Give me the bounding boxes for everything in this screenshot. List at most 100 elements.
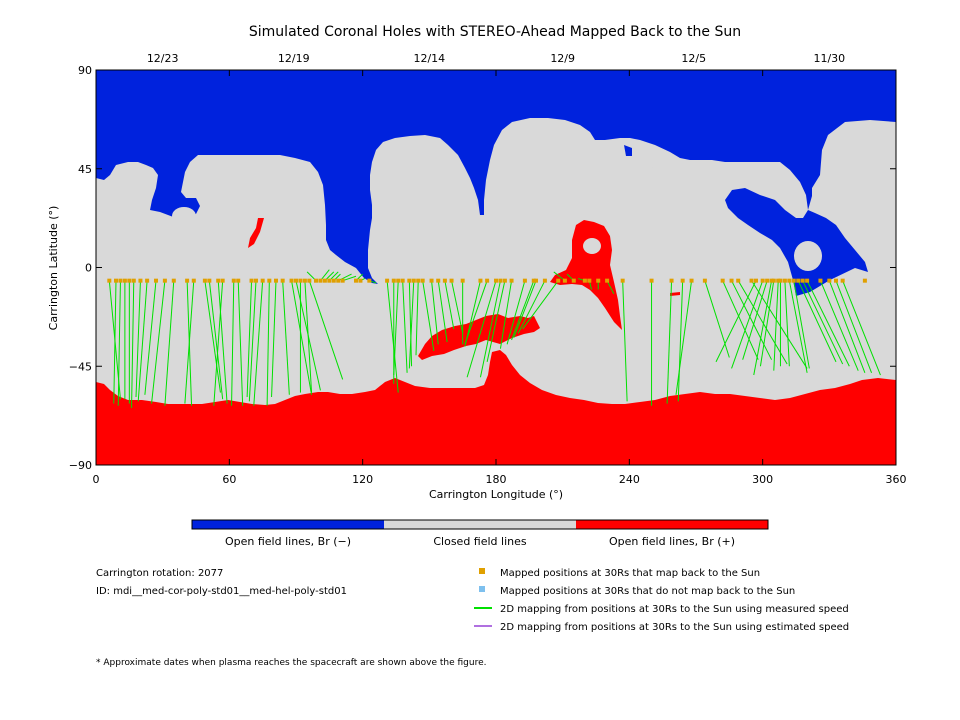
mapped-point bbox=[827, 278, 832, 283]
mapping-line bbox=[282, 280, 290, 395]
mapped-point bbox=[294, 278, 298, 283]
mapped-point bbox=[107, 278, 112, 283]
mapped-point bbox=[587, 278, 592, 283]
mapped-point bbox=[114, 278, 118, 283]
mapped-point bbox=[127, 278, 132, 283]
mapped-point bbox=[220, 278, 225, 283]
mapping-line bbox=[204, 280, 221, 393]
mapping-line bbox=[606, 280, 615, 295]
coronal-hole-extension-south bbox=[338, 232, 346, 244]
mapped-point bbox=[791, 278, 796, 283]
mapped-point bbox=[485, 278, 490, 283]
mapped-point bbox=[571, 278, 576, 283]
north-polar-coronal-hole bbox=[96, 70, 896, 296]
mapped-point bbox=[787, 278, 792, 283]
mapping-line bbox=[802, 280, 844, 365]
mapping-line bbox=[137, 280, 148, 402]
mapped-point bbox=[154, 278, 158, 283]
mapping-line bbox=[144, 280, 157, 395]
mapping-line bbox=[208, 280, 224, 400]
x-tick-label: 360 bbox=[886, 473, 907, 486]
color-bar-label-positive: Open field lines, Br (+) bbox=[609, 535, 735, 548]
mapped-point bbox=[669, 278, 674, 283]
y-tick-label: −90 bbox=[69, 459, 92, 472]
x-tick-label: 120 bbox=[352, 473, 373, 486]
equatorial-coronal-hole-northern bbox=[550, 220, 622, 330]
mapped-point bbox=[131, 278, 136, 283]
color-bar-positive bbox=[576, 520, 768, 529]
mapped-point bbox=[765, 278, 770, 283]
mapped-point bbox=[436, 278, 441, 283]
small-coronal-hole-east bbox=[670, 292, 680, 296]
mapping-line bbox=[704, 280, 730, 358]
mapped-point bbox=[620, 278, 625, 283]
mapping-lines bbox=[108, 269, 881, 408]
mapped-point bbox=[429, 278, 434, 283]
color-bar-closed bbox=[384, 520, 576, 529]
mapping-line bbox=[486, 280, 506, 362]
mapping-line bbox=[184, 280, 195, 404]
y-tick-label: 90 bbox=[78, 64, 92, 77]
mapping-line bbox=[408, 280, 415, 369]
mapped-point bbox=[354, 278, 358, 283]
mapped-point bbox=[478, 278, 483, 283]
mapping-line bbox=[499, 280, 513, 349]
x-axis-label: Carrington Longitude (°) bbox=[429, 488, 563, 501]
closed-field-island bbox=[172, 207, 196, 225]
mapping-line bbox=[213, 280, 224, 406]
mapped-point bbox=[307, 278, 312, 283]
mapped-point bbox=[122, 278, 127, 283]
mapped-point bbox=[254, 278, 258, 283]
mapping-line bbox=[842, 280, 881, 376]
mapping-line bbox=[751, 280, 808, 369]
mapped-point bbox=[498, 278, 503, 283]
mapped-point bbox=[702, 278, 707, 283]
mapping-line bbox=[248, 280, 257, 402]
mapped-point bbox=[760, 278, 765, 283]
mapped-point bbox=[778, 278, 783, 283]
mapping-line bbox=[135, 280, 141, 397]
mapping-line bbox=[806, 280, 850, 367]
mapped-point bbox=[274, 278, 278, 283]
mapped-point bbox=[260, 278, 265, 283]
mapped-point bbox=[818, 278, 823, 283]
mapped-point bbox=[138, 278, 143, 283]
mapped-point bbox=[582, 278, 587, 283]
mapped-point bbox=[542, 278, 547, 283]
mapped-point bbox=[331, 278, 336, 283]
color-bar-label-negative: Open field lines, Br (−) bbox=[225, 535, 351, 548]
mapping-line bbox=[151, 280, 166, 404]
mapped-point bbox=[754, 278, 758, 283]
mapped-point bbox=[171, 278, 176, 283]
mapped-point bbox=[162, 278, 167, 283]
top-date-label: 12/19 bbox=[278, 52, 310, 65]
mapped-point bbox=[862, 278, 867, 283]
mapped-point bbox=[649, 278, 654, 283]
mapped-point bbox=[834, 278, 838, 283]
legend-label: 2D mapping from positions at 30Rs to the… bbox=[500, 604, 849, 615]
mapped-point bbox=[605, 278, 610, 283]
mapped-point bbox=[771, 278, 776, 283]
mapped-point bbox=[327, 278, 332, 283]
mapping-line bbox=[246, 280, 253, 397]
mapped-point bbox=[145, 278, 150, 283]
mapped-point bbox=[460, 278, 465, 283]
mapping-line bbox=[431, 280, 439, 345]
mapped-point bbox=[236, 278, 241, 283]
mapped-point bbox=[796, 278, 801, 283]
mapped-point bbox=[680, 278, 685, 283]
mapping-line bbox=[506, 280, 526, 345]
y-axis-label: Carrington Latitude (°) bbox=[47, 206, 60, 331]
top-date-labels: 12/23 12/19 12/14 12/9 12/5 11/30 bbox=[147, 52, 845, 65]
mapped-point bbox=[267, 278, 272, 283]
carrington-rotation: Carrington rotation: 2077 bbox=[96, 568, 223, 579]
legend: Mapped positions at 30Rs that map back t… bbox=[474, 568, 849, 633]
mapped-point bbox=[318, 278, 323, 283]
x-tick-label: 240 bbox=[619, 473, 640, 486]
legend-label: Mapped positions at 30Rs that map back t… bbox=[500, 568, 760, 579]
y-tick-label: 0 bbox=[85, 262, 92, 275]
mapping-line bbox=[237, 280, 244, 406]
legend-marker-no-map bbox=[479, 586, 485, 592]
mapped-point bbox=[840, 278, 845, 283]
